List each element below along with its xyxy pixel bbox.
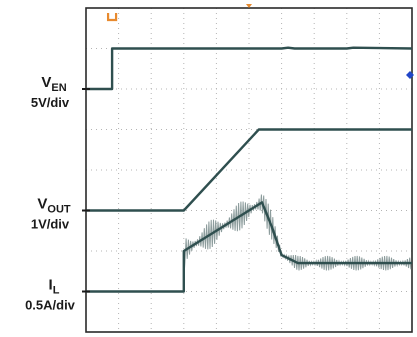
v-en-trace (86, 46, 413, 91)
grid (86, 8, 412, 332)
trigger-position-marker (106, 13, 118, 22)
i-l-ripple (183, 194, 412, 279)
trigger-level-marker (406, 71, 414, 79)
v-en-label: VEN (41, 74, 66, 94)
markers (106, 4, 414, 79)
v-en-scale: 5V/div (31, 95, 70, 110)
v-out-scale: 1V/div (31, 217, 70, 232)
i-l-label: IL (49, 277, 60, 297)
v-out-trace (86, 128, 412, 212)
traces (82, 46, 413, 293)
i-l-trace (86, 201, 412, 293)
time-reference-marker (246, 4, 252, 8)
i-l-scale: 0.5A/div (25, 298, 76, 313)
v-out-label: VOUT (37, 196, 71, 216)
